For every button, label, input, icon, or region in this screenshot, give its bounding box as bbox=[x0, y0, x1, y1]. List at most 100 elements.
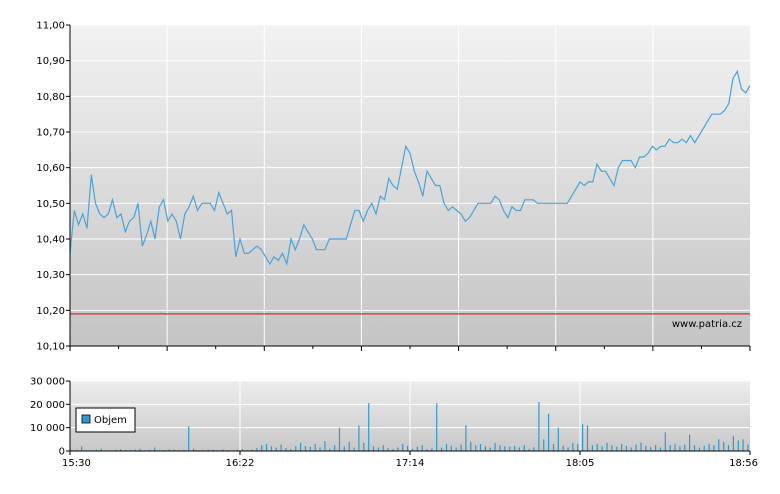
price-y-ticks: 10,10 10,20 10,30 10,40 10,50 10,60 10,70 10,80… bbox=[36, 21, 70, 353]
volume-bar bbox=[275, 447, 277, 451]
volume-bar bbox=[353, 447, 355, 451]
volume-bar bbox=[601, 446, 603, 451]
price-y-tick-label: 10,10 bbox=[36, 342, 65, 353]
volume-bar bbox=[207, 449, 209, 451]
volume-bar bbox=[280, 444, 282, 451]
volume-bar bbox=[382, 445, 384, 451]
volume-bar bbox=[372, 446, 375, 451]
volume-bar bbox=[611, 445, 613, 451]
volume-y-tick-label: 30 000 bbox=[30, 377, 65, 388]
volume-bar bbox=[713, 445, 715, 451]
price-y-tick-label: 10,40 bbox=[36, 235, 65, 246]
volume-bar bbox=[168, 449, 170, 451]
volume-bar bbox=[640, 442, 642, 451]
volume-bar bbox=[358, 425, 360, 451]
volume-bar bbox=[241, 449, 243, 451]
volume-bar bbox=[465, 425, 467, 451]
volume-bar bbox=[377, 447, 379, 451]
volume-bar bbox=[528, 449, 530, 451]
volume-bar bbox=[460, 444, 462, 451]
volume-bar bbox=[538, 402, 540, 451]
volume-bar bbox=[256, 448, 258, 451]
volume-bar bbox=[295, 446, 297, 451]
volume-bar bbox=[586, 425, 589, 451]
volume-bar bbox=[149, 449, 151, 451]
volume-bar bbox=[441, 447, 443, 451]
legend-swatch bbox=[81, 414, 91, 424]
price-y-tick-label: 10,20 bbox=[36, 306, 65, 317]
volume-bar bbox=[95, 449, 97, 451]
volume-bar bbox=[431, 448, 433, 451]
volume-bar bbox=[348, 441, 350, 451]
volume-bar bbox=[450, 445, 452, 451]
price-plot-area bbox=[70, 25, 750, 346]
volume-bar bbox=[100, 448, 102, 451]
volume-bar bbox=[222, 449, 224, 451]
volume-bar bbox=[115, 449, 117, 451]
volume-bar bbox=[334, 445, 336, 451]
volume-bar bbox=[557, 427, 559, 451]
volume-bar bbox=[139, 448, 141, 451]
volume-bar bbox=[343, 446, 345, 451]
volume-bar bbox=[436, 403, 438, 451]
volume-bar bbox=[655, 445, 657, 451]
volume-bar bbox=[134, 449, 136, 451]
legend-label: Objem bbox=[94, 415, 127, 426]
volume-bar bbox=[270, 446, 272, 451]
volume-bar bbox=[475, 445, 477, 451]
volume-bar bbox=[606, 442, 608, 451]
volume-bar bbox=[300, 442, 302, 451]
volume-bar bbox=[494, 442, 496, 451]
volume-bar bbox=[314, 444, 316, 451]
x-tick-label: 17:14 bbox=[396, 458, 425, 469]
volume-bar bbox=[421, 445, 423, 451]
volume-bar bbox=[742, 439, 744, 451]
volume-bar bbox=[81, 446, 83, 451]
volume-bar bbox=[188, 426, 190, 451]
volume-bar bbox=[445, 444, 448, 451]
volume-bar bbox=[664, 432, 666, 451]
volume-bar bbox=[572, 442, 574, 451]
volume-bar bbox=[582, 424, 584, 451]
watermark: www.patria.cz bbox=[672, 319, 742, 330]
volume-bar bbox=[543, 439, 545, 451]
volume-y-tick-label: 20 000 bbox=[30, 400, 65, 411]
volume-bar bbox=[703, 445, 705, 451]
volume-bar bbox=[387, 448, 389, 451]
volume-bar bbox=[407, 445, 409, 451]
volume-bar bbox=[397, 447, 399, 451]
volume-bar bbox=[309, 446, 311, 451]
price-y-tick-label: 10,80 bbox=[36, 92, 65, 103]
volume-bar bbox=[304, 445, 306, 451]
volume-y-tick-label: 0 bbox=[59, 447, 65, 458]
volume-bar bbox=[324, 441, 326, 451]
volume-grid bbox=[70, 380, 750, 451]
volume-bar bbox=[562, 445, 564, 451]
volume-bar bbox=[698, 447, 700, 451]
price-y-tick-label: 10,70 bbox=[36, 128, 65, 139]
volume-bar bbox=[747, 444, 749, 451]
price-y-tick-label: 10,90 bbox=[36, 56, 65, 67]
volume-bar bbox=[455, 447, 457, 451]
volume-bar bbox=[596, 444, 598, 451]
volume-bar bbox=[723, 441, 725, 451]
volume-bar bbox=[591, 445, 593, 451]
volume-bar bbox=[577, 444, 579, 451]
volume-bar bbox=[261, 445, 263, 451]
volume-bar bbox=[479, 444, 482, 451]
volume-bar bbox=[693, 445, 696, 451]
x-tick-label: 15:30 bbox=[62, 458, 91, 469]
volume-legend: Objem bbox=[75, 407, 136, 433]
volume-bar bbox=[183, 449, 185, 451]
volume-bar bbox=[76, 449, 78, 451]
volume-bar bbox=[499, 445, 501, 451]
volume-bar bbox=[737, 440, 739, 451]
volume-bar bbox=[616, 446, 618, 451]
volume-bar bbox=[484, 446, 486, 451]
volume-y-ticks: 0 10 000 20 000 30 000 bbox=[30, 377, 70, 458]
x-tick-label: 18:05 bbox=[566, 458, 595, 469]
volume-bar bbox=[630, 447, 632, 451]
price-y-tick-label: 10,50 bbox=[36, 199, 65, 210]
